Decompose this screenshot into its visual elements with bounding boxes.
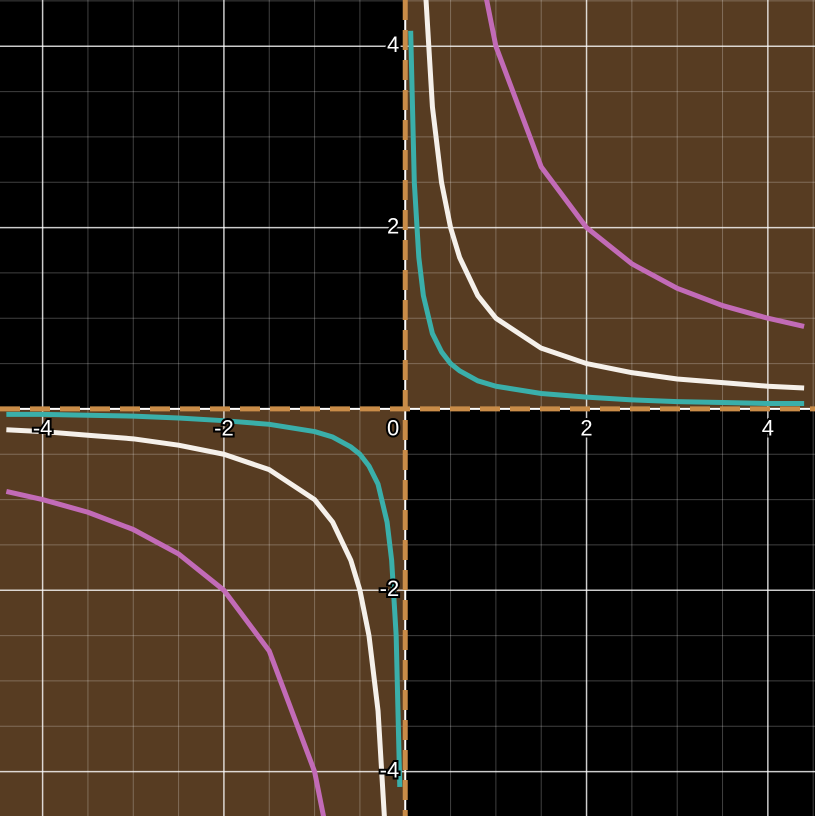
shaded-region	[405, 0, 815, 409]
curve	[6, 0, 805, 816]
x-tick-label: -4	[33, 416, 53, 441]
curve	[5, 0, 805, 816]
x-tick-label: 2	[580, 416, 592, 441]
y-tick-label: 2	[387, 213, 399, 238]
shaded-region	[0, 408, 406, 816]
curve	[6, 30, 805, 788]
y-tick-label: -2	[380, 576, 400, 601]
y-tick-label: 4	[387, 32, 399, 57]
y-tick-label: -4	[380, 757, 400, 782]
x-tick-label: 0	[387, 416, 399, 441]
x-tick-label: -2	[214, 416, 234, 441]
x-tick-label: 4	[762, 416, 774, 441]
